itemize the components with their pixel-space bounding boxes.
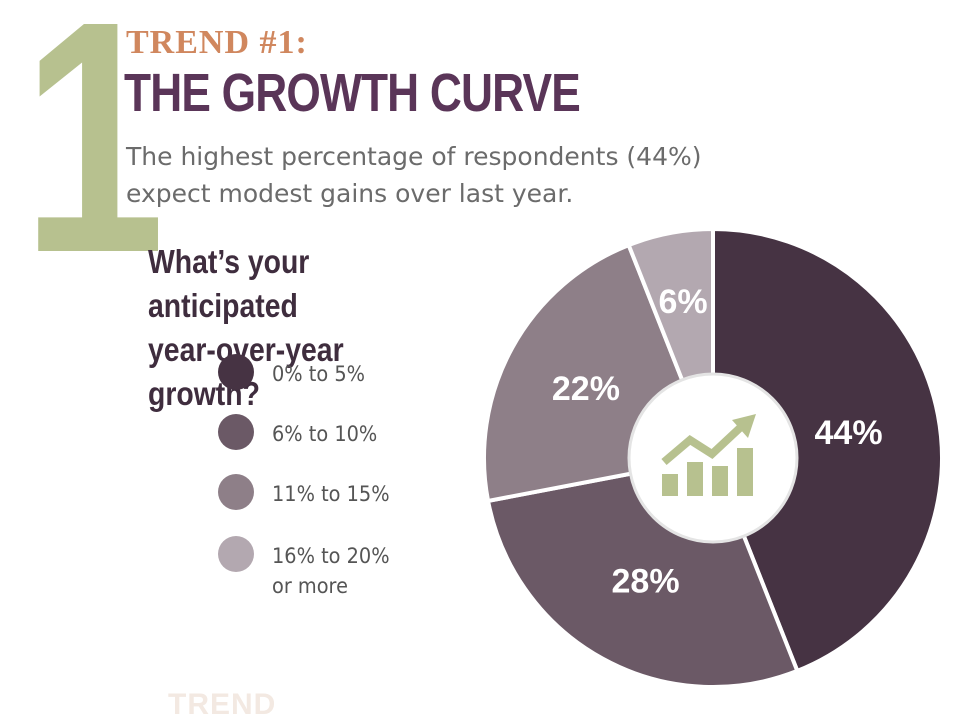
legend-item-0-5: 0% to 5% — [218, 354, 442, 390]
legend-swatch — [218, 414, 254, 450]
pie-slice-label-2: 28% — [612, 563, 680, 601]
legend-swatch — [218, 354, 254, 390]
pie-slice-1 — [711, 226, 945, 674]
trend-number: 1 — [22, 0, 165, 321]
trend-title: THE GROWTH CURVE — [124, 63, 581, 123]
legend-label-line: 11% to 15% — [272, 482, 390, 506]
legend-label: 11% to 15% — [272, 479, 428, 509]
subtitle-line-1: The highest percentage of respondents (4… — [126, 142, 702, 171]
pie-labels: 44% 28% 22% 6% — [552, 283, 883, 601]
question-line-1: What’s your anticipated — [148, 243, 310, 324]
subtitle: The highest percentage of respondents (4… — [126, 138, 766, 212]
legend-swatch — [218, 474, 254, 510]
legend-label-line: 16% to 20% — [272, 544, 390, 568]
legend-item-11-15: 11% to 15% — [218, 474, 442, 510]
legend-item-16-20: 16% to 20% or more — [218, 536, 442, 601]
legend-label: 16% to 20% or more — [272, 541, 428, 601]
legend-label: 0% to 5% — [272, 359, 428, 389]
bar-chart-growth-arrow-icon — [661, 414, 756, 496]
legend-label-line: 0% to 5% — [272, 362, 365, 386]
trend-label: TREND #1: — [126, 24, 308, 61]
pie-slice-label-1: 44% — [815, 414, 883, 452]
legend-label-line: 6% to 10% — [272, 422, 378, 446]
legend-label: 6% to 10% — [272, 419, 428, 449]
pie-slice-label-4: 6% — [658, 283, 707, 321]
ghost-trend-text: TREND — [168, 688, 277, 721]
legend-swatch — [218, 536, 254, 572]
subtitle-line-2: expect modest gains over last year. — [126, 179, 574, 208]
legend-item-6-10: 6% to 10% — [218, 414, 442, 450]
legend-label-line: or more — [272, 574, 348, 598]
pie-slice-label-3: 22% — [552, 370, 620, 408]
